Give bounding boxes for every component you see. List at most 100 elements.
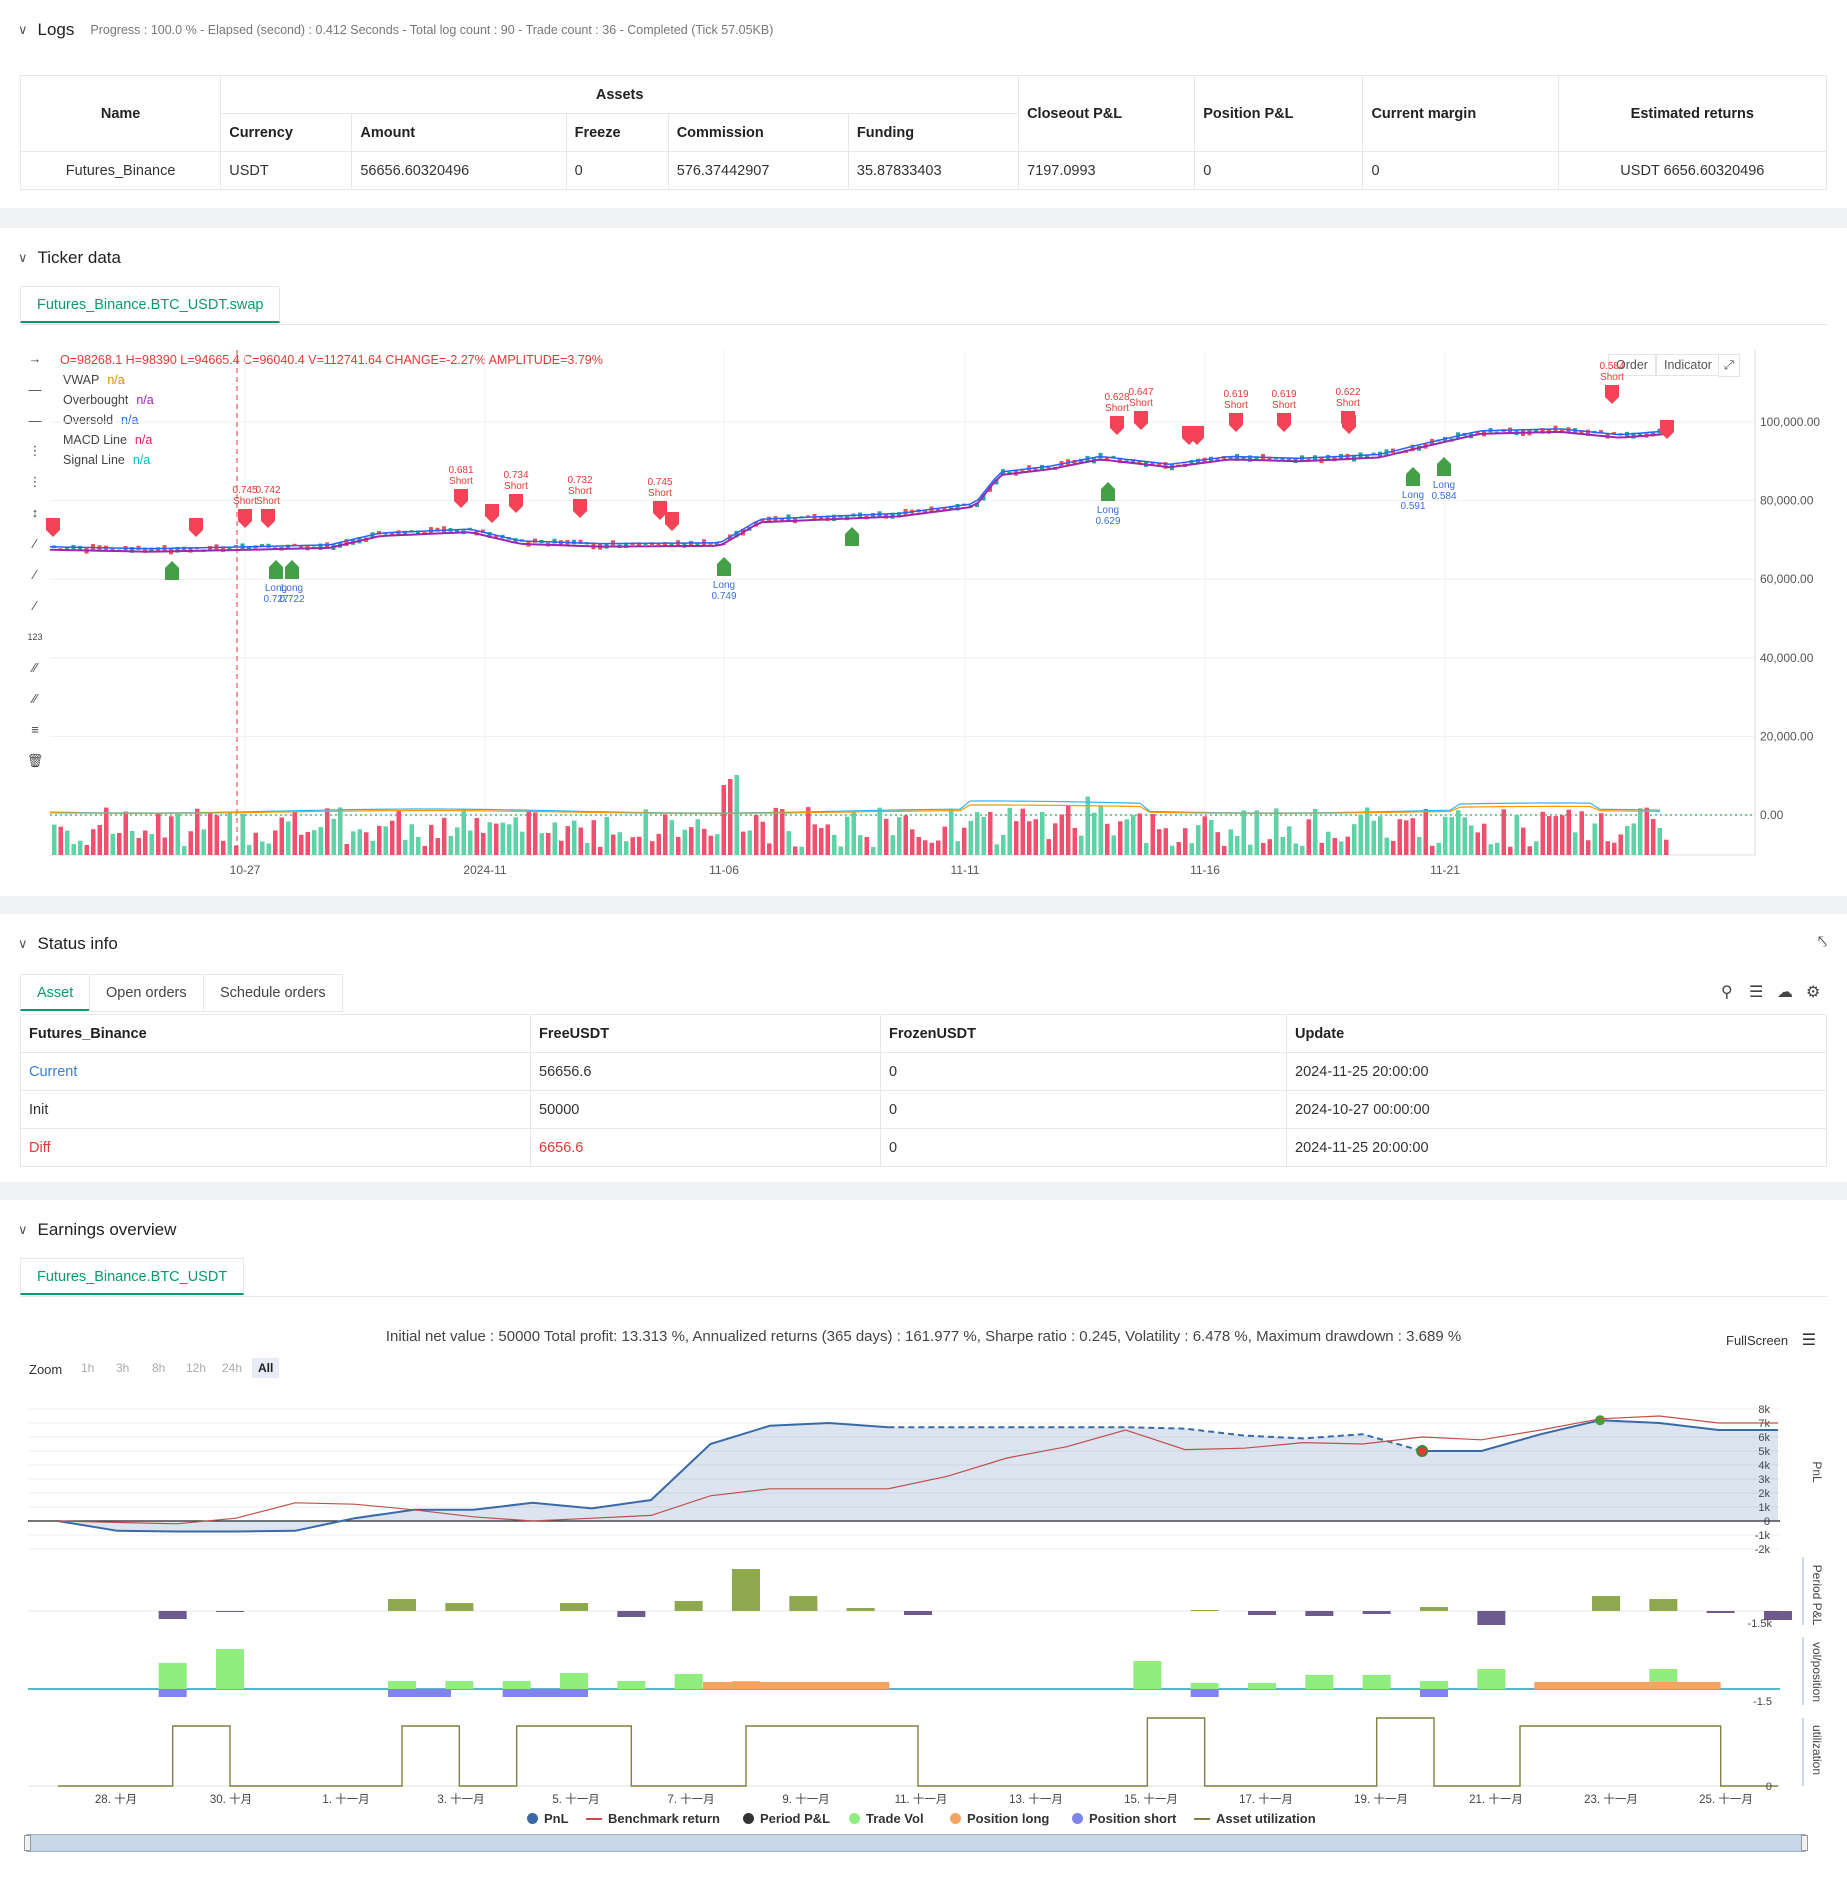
volume-bar <box>344 843 349 855</box>
y-tick-label: 3k <box>1758 1474 1770 1486</box>
trade-vol-bar <box>1133 1661 1162 1689</box>
expand-icon[interactable]: ⤢ <box>1718 354 1741 377</box>
chevron-down-icon[interactable]: ∨ <box>18 1222 28 1237</box>
trend-line-2-icon[interactable]: ∕ <box>33 567 37 582</box>
legend-trade-vol[interactable]: Trade Vol <box>849 1811 924 1826</box>
legend-asset-utilization[interactable]: Asset utilization <box>1194 1811 1316 1826</box>
tab-schedule-orders[interactable]: Schedule orders <box>203 974 343 1012</box>
price-label-icon[interactable]: 123 <box>27 632 43 642</box>
earnings-summary: Initial net value : 50000 Total profit: … <box>385 1328 1462 1345</box>
volume-bar <box>812 824 817 855</box>
earnings-header[interactable]: ∨ Earnings overview <box>18 1220 176 1240</box>
signal-value: 0.628 <box>1104 392 1129 403</box>
zoom-3h[interactable]: 3h <box>116 1361 130 1375</box>
range-navigator[interactable] <box>26 1834 1806 1852</box>
logs-header[interactable]: ∨ Logs Progress : 100.0 % - Elapsed (sec… <box>18 20 773 40</box>
y-tick-label: 40,000.00 <box>1760 651 1814 665</box>
volume-bar <box>806 807 811 855</box>
volume-bar <box>799 846 804 855</box>
y-tick-label: 1k <box>1758 1502 1770 1514</box>
chevron-down-icon[interactable]: ∨ <box>18 936 28 951</box>
volume-bar <box>448 835 453 855</box>
zoom-all[interactable]: All <box>252 1358 280 1378</box>
candle <box>208 545 212 551</box>
volume-bar <box>1521 827 1526 855</box>
gear-icon[interactable]: ⚙ <box>1806 984 1821 1001</box>
collapse-icon[interactable]: ⤣ <box>1817 934 1827 951</box>
volume-bar <box>1033 819 1038 855</box>
horizontal-line-icon[interactable]: — <box>28 382 42 397</box>
candle <box>715 542 719 545</box>
zoom-24h[interactable]: 24h <box>222 1361 243 1375</box>
volume-bar <box>305 831 310 855</box>
trend-line-icon[interactable]: ∕ <box>33 536 37 551</box>
volume-bar <box>1235 836 1240 855</box>
fib-icon[interactable]: ≡ <box>31 722 39 737</box>
cursor-icon[interactable]: → <box>28 351 42 366</box>
legend-position-short[interactable]: Position short <box>1072 1811 1176 1826</box>
ray-icon[interactable]: — <box>28 413 42 428</box>
status-header[interactable]: ∨ Status info <box>18 934 118 954</box>
legend-period-p-l[interactable]: Period P&L <box>743 1811 830 1826</box>
candle <box>487 532 492 539</box>
trash-icon[interactable]: 🗑 <box>26 753 44 768</box>
vol-tick: -1.5 <box>1753 1696 1772 1708</box>
ticker-header[interactable]: ∨ Ticker data <box>18 248 121 268</box>
legend-benchmark-return[interactable]: Benchmark return <box>586 1811 720 1826</box>
menu-icon[interactable]: ☰ <box>1801 1332 1817 1349</box>
search-icon[interactable]: ⚲ <box>1721 984 1733 1001</box>
navigator-left-handle[interactable] <box>24 1835 31 1851</box>
volume-bar <box>994 844 999 855</box>
tab-asset[interactable]: Asset <box>20 974 91 1011</box>
navigator-right-handle[interactable] <box>1801 1835 1808 1851</box>
zoom-12h[interactable]: 12h <box>186 1361 207 1375</box>
long-marker <box>717 557 731 576</box>
candle <box>403 530 407 535</box>
indicator-button[interactable]: Indicator <box>1656 354 1720 376</box>
cell-frozen: 0 <box>880 1052 1287 1091</box>
order-button[interactable]: Order <box>1608 354 1656 376</box>
volume-bar <box>1664 839 1669 855</box>
candle <box>1215 458 1220 462</box>
cell-label[interactable]: Current <box>20 1052 531 1091</box>
zoom-8h[interactable]: 8h <box>152 1361 166 1375</box>
legend-overbought[interactable]: Overbought n/a <box>63 393 154 407</box>
candle <box>1235 453 1239 461</box>
volume-bar <box>897 817 902 855</box>
pitchfork-icon[interactable]: ∕∕ <box>32 691 38 706</box>
arrow-up-down-icon[interactable]: ↕ <box>31 505 39 520</box>
parallel-channel-icon[interactable]: ∕∕ <box>32 660 38 675</box>
legend-vwap[interactable]: VWAP n/a <box>63 373 125 387</box>
segment-icon[interactable]: ∕ <box>33 598 37 613</box>
tab-earnings-symbol[interactable]: Futures_Binance.BTC_USDT <box>20 1258 245 1295</box>
tab-ticker-symbol[interactable]: Futures_Binance.BTC_USDT.swap <box>20 286 281 323</box>
candle <box>975 503 979 508</box>
volume-bar <box>227 812 232 855</box>
volume-bar <box>1534 841 1539 855</box>
candle <box>1280 457 1285 461</box>
legend-oversold[interactable]: Oversold n/a <box>63 413 138 427</box>
chevron-down-icon[interactable]: ∨ <box>18 250 28 265</box>
chevron-down-icon[interactable]: ∨ <box>18 22 28 37</box>
status-title: Status info <box>37 934 118 953</box>
zoom-1h[interactable]: 1h <box>81 1361 95 1375</box>
axis-title: vol/position <box>1810 1642 1824 1702</box>
volume-bar <box>643 809 648 855</box>
list-icon[interactable]: ☰ <box>1749 984 1764 1001</box>
legend-macd-line[interactable]: MACD Line n/a <box>63 433 152 447</box>
legend-pnl[interactable]: PnL <box>527 1811 569 1826</box>
x-tick-label: 25. 十一月 <box>1699 1792 1753 1806</box>
candle <box>442 526 446 533</box>
vertical-line-2-icon[interactable]: ⋮ <box>28 474 42 489</box>
legend-dot-icon <box>743 1813 754 1824</box>
candlestick-chart[interactable]: 100,000.00 80,000.00 60,000.00 40,000.00 20,… <box>0 340 1847 880</box>
col-exchange: Futures_Binance <box>20 1014 531 1053</box>
fullscreen-button[interactable]: FullScreen ☰ <box>1726 1330 1816 1350</box>
volume-bar <box>533 812 538 855</box>
vertical-line-icon[interactable]: ⋮ <box>28 443 42 458</box>
legend-position-long[interactable]: Position long <box>950 1811 1049 1826</box>
earnings-chart[interactable]: 8k 7k 6k 5k 4k 3k 2k 1k 0 -1k -2k -1.5k -1.5 0 PnL Peri… <box>0 1380 1847 1810</box>
legend-signal-line[interactable]: Signal Line n/a <box>63 453 150 467</box>
tab-open-orders[interactable]: Open orders <box>89 974 204 1012</box>
cloud-download-icon[interactable]: ☁ <box>1777 984 1793 1001</box>
